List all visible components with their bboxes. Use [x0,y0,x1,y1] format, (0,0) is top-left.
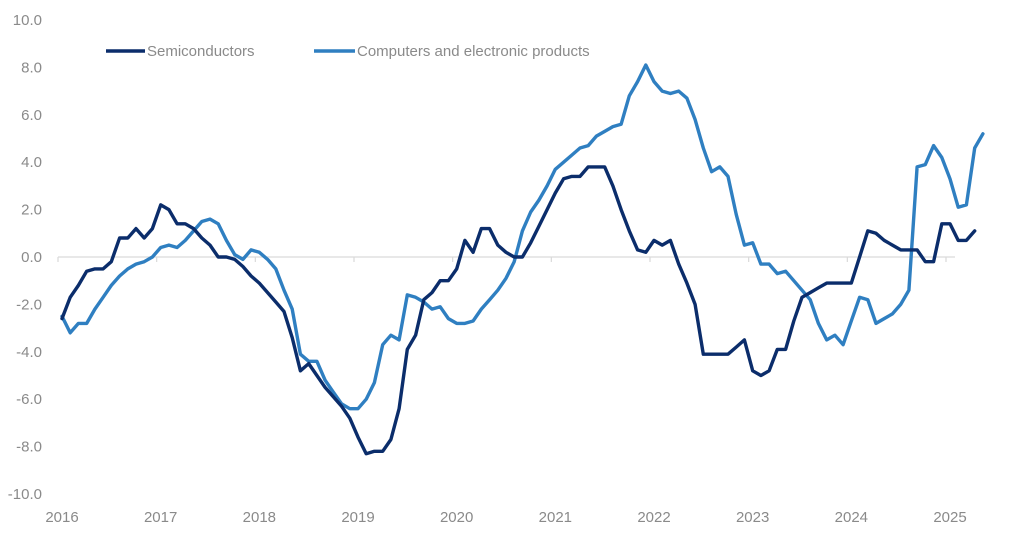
y-tick-label: 2.0 [21,202,42,219]
legend: Semiconductors Computers and electronic … [106,43,590,60]
y-tick-label: -6.0 [16,391,42,408]
x-tick-label: 2024 [835,509,868,526]
y-tick-label: 8.0 [21,59,42,76]
legend-label-semiconductors: Semiconductors [147,43,255,60]
y-tick-label: -8.0 [16,439,42,456]
series-line-semiconductors [60,165,977,456]
x-tick-label: 2025 [933,509,966,526]
x-tick-label: 2021 [539,509,572,526]
series-layer [60,63,985,456]
y-tick-label: -4.0 [16,344,42,361]
series-line-computers-and-electronic-products [60,63,985,411]
legend-label-computers: Computers and electronic products [357,43,590,60]
y-tick-label: 4.0 [21,154,42,171]
x-tick-label: 2019 [341,509,374,526]
x-axis: 2016 2017 2018 2019 2020 2021 2022 2023 2024 2025 [45,256,967,526]
x-tick-label: 2018 [243,509,276,526]
y-axis: 10.0 8.0 6.0 4.0 2.0 0.0 -2.0 -4.0 -6.0 -8.0 -10.0 [8,12,42,503]
y-tick-label: 0.0 [21,249,42,266]
y-tick-label: 10.0 [13,12,42,29]
x-tick-label: 2017 [144,509,177,526]
x-tick-label: 2023 [736,509,769,526]
x-tick-label: 2020 [440,509,473,526]
legend-item-computers: Computers and electronic products [314,43,590,60]
y-tick-label: 6.0 [21,107,42,124]
y-tick-label: -10.0 [8,486,42,503]
legend-item-semiconductors: Semiconductors [106,43,255,60]
x-tick-label: 2016 [45,509,78,526]
y-tick-label: -2.0 [16,296,42,313]
x-tick-label: 2022 [637,509,670,526]
